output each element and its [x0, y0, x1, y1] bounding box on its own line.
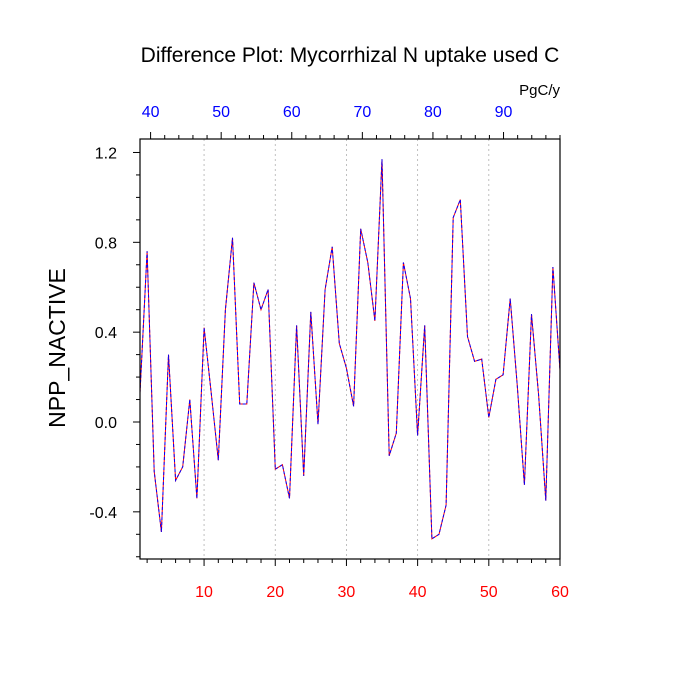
data-series [139, 159, 561, 540]
grid-lines [203, 139, 490, 559]
top-tick-label: 60 [283, 104, 301, 121]
y-axis-label: NPP_NACTIVE [44, 268, 70, 428]
top-tick-label: 40 [142, 104, 160, 121]
x-tick-label: 10 [195, 584, 213, 601]
x-tick-label: 40 [409, 584, 427, 601]
chart-title: Difference Plot: Mycorrhizal N uptake us… [141, 44, 560, 67]
series-line-dashed [139, 159, 561, 540]
y-tick-label: 0.4 [95, 325, 117, 342]
y-tick-label: 0.8 [95, 235, 117, 252]
x-tick-label: 30 [338, 584, 356, 601]
top-tick-label: 50 [212, 104, 230, 121]
x-tick-label: 20 [266, 584, 284, 601]
plot-frame [139, 138, 561, 560]
y-tick-label: 1.2 [95, 145, 117, 162]
top-tick-label: 70 [353, 104, 371, 121]
top-tick-label: 80 [424, 104, 442, 121]
top-tick-label: 90 [495, 104, 513, 121]
axis-ticks [133, 132, 561, 566]
series-line-solid [139, 159, 561, 540]
y-tick-label: -0.4 [89, 505, 117, 522]
x-tick-label: 50 [480, 584, 498, 601]
x-tick-label: 60 [551, 584, 569, 601]
y-tick-label: 0.0 [95, 415, 117, 432]
axis-tick-labels: 10 20 30 40 50 60 40 50 60 70 80 90 -0.4 0.0 0.4 0.8 1.2 [89, 104, 569, 601]
units-label: PgC/y [519, 82, 560, 99]
